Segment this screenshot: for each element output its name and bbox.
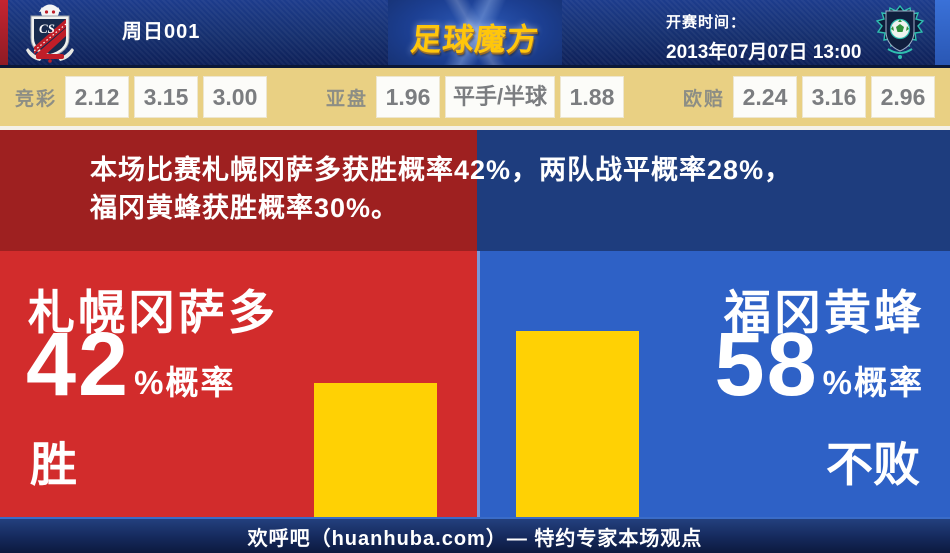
- kickoff-label: 开赛时间：: [666, 14, 747, 31]
- odds-label-jingcai: 竞彩: [15, 88, 58, 110]
- prediction-panel: 本场比赛札幌冈萨多获胜概率42%，两队战平概率28%， 福冈黄蜂获胜概率30%。…: [0, 130, 950, 517]
- brand-logo: 足球魔方: [408, 22, 541, 57]
- light-ray: [388, 0, 562, 65]
- handicap-home-odds[interactable]: 1.96: [376, 76, 440, 118]
- right-blue-edge: [935, 0, 950, 65]
- kickoff-time-block: 开赛时间： 2013年07月07日 13:00: [666, 11, 861, 64]
- euro-odds-away[interactable]: 2.96: [870, 76, 935, 118]
- away-team-crest-icon: [875, 5, 925, 59]
- away-probability-value: 58: [714, 315, 819, 415]
- away-team-name: 福冈黄蜂: [724, 286, 924, 339]
- brand-panel: 足球魔方: [388, 0, 562, 65]
- svg-text:CS: CS: [39, 21, 55, 36]
- home-probability: 42 %概率: [26, 315, 236, 415]
- away-banner-background: [477, 130, 950, 251]
- odds-group-european: 欧赔 2.24 3.16 2.96: [683, 76, 935, 118]
- odds-value-home-win[interactable]: 2.12: [65, 76, 130, 118]
- left-red-edge: [0, 0, 8, 65]
- light-ray: [388, 0, 562, 65]
- footer-bar: 欢呼吧（huanhuba.com）— 特约专家本场观点: [0, 517, 950, 553]
- home-probability-suffix: %概率: [134, 364, 236, 401]
- footer-source-text: 欢呼吧（huanhuba.com）— 特约专家本场观点: [247, 527, 703, 550]
- top-bar: CS 周日001 足球魔方 开赛时间： 2013年07月07日 13:00: [0, 0, 950, 65]
- handicap-line[interactable]: 平手/半球: [445, 76, 555, 118]
- home-team-crest-icon: CS: [26, 4, 74, 63]
- odds-group-jingcai: 竞彩 2.12 3.15 3.00: [15, 76, 268, 118]
- match-id: 周日001: [122, 21, 201, 43]
- away-probability-suffix: %概率: [822, 364, 924, 401]
- odds-group-asian-handicap: 亚盘 1.96 平手/半球 1.88: [326, 76, 624, 118]
- away-prob-bar: [516, 331, 639, 517]
- odds-label-european: 欧赔: [682, 88, 725, 110]
- home-outcome-label: 胜: [30, 438, 77, 491]
- home-probability-value: 42: [26, 315, 131, 415]
- home-team-name: 札幌冈萨多: [28, 286, 278, 339]
- probability-summary-line2: 福冈黄蜂获胜概率30%。: [90, 193, 400, 223]
- odds-bar: 竞彩 2.12 3.15 3.00 亚盘 1.96 平手/半球 1.88 欧赔 …: [0, 65, 950, 130]
- odds-value-away-win[interactable]: 3.00: [203, 76, 268, 118]
- euro-odds-draw[interactable]: 3.16: [801, 76, 866, 118]
- home-prob-bar: [314, 383, 437, 517]
- probability-summary-line1: 本场比赛札幌冈萨多获胜概率42%，两队战平概率28%，: [90, 155, 793, 185]
- away-probability: 58 %概率: [714, 315, 924, 415]
- away-outcome-label: 不败: [826, 438, 920, 491]
- home-banner-background: [0, 130, 477, 251]
- handicap-away-odds[interactable]: 1.88: [560, 76, 624, 118]
- probability-summary: 本场比赛札幌冈萨多获胜概率42%，两队战平概率28%， 福冈黄蜂获胜概率30%。: [90, 151, 910, 227]
- odds-value-draw[interactable]: 3.15: [134, 76, 199, 118]
- odds-label-asian-handicap: 亚盘: [325, 88, 368, 110]
- kickoff-time: 2013年07月07日 13:00: [666, 42, 862, 63]
- euro-odds-home[interactable]: 2.24: [732, 76, 797, 118]
